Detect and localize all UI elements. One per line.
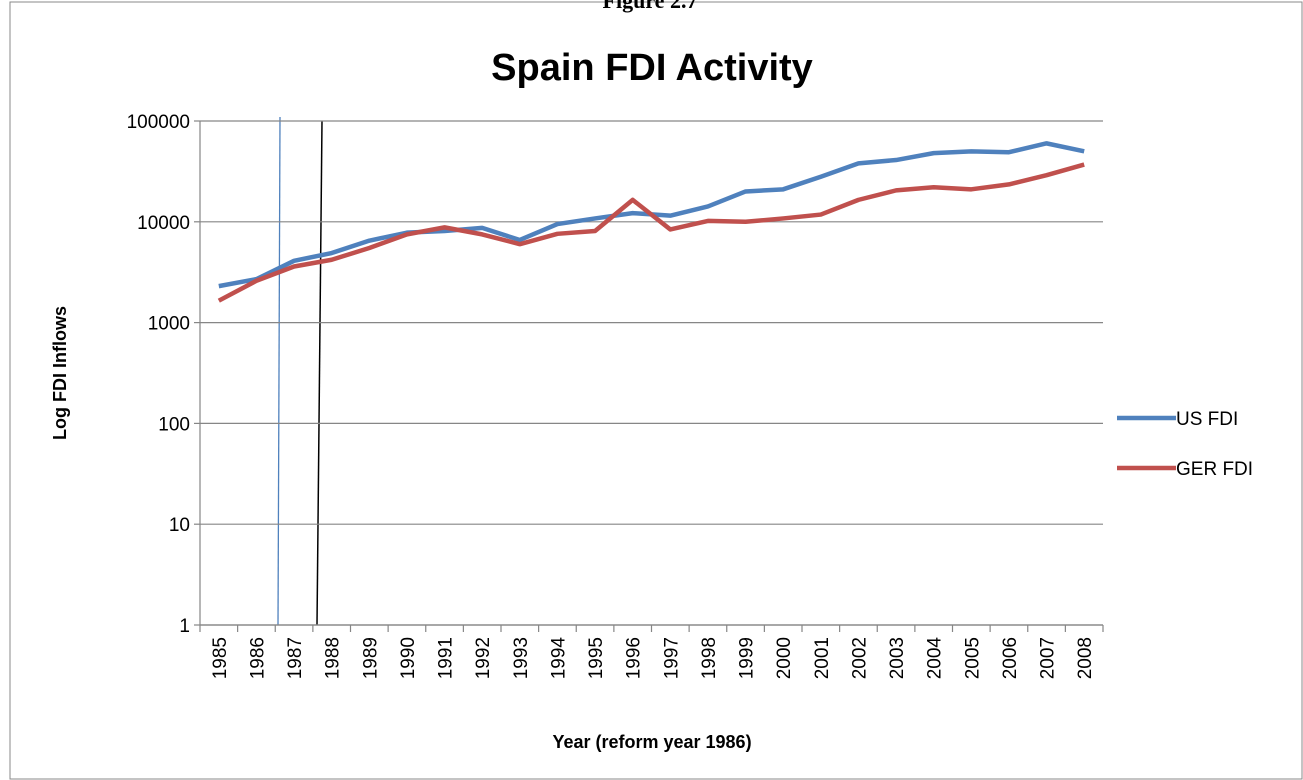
y-axis-label: Log FDI Inflows — [50, 306, 70, 440]
x-tick-label: 2005 — [962, 637, 983, 679]
x-tick-label: 1996 — [624, 637, 645, 679]
x-tick-label: 1997 — [661, 637, 682, 679]
legend-label: GER FDI — [1176, 459, 1253, 480]
chart-title: Spain FDI Activity — [491, 47, 813, 89]
x-tick-label: 1994 — [548, 637, 569, 680]
x-tick-label: 1993 — [511, 637, 532, 679]
x-tick-label: 1991 — [436, 637, 457, 679]
legend-label: US FDI — [1176, 409, 1238, 430]
x-tick-label: 1998 — [699, 637, 720, 679]
reform-marker — [316, 120, 323, 626]
line-series — [217, 162, 1085, 303]
x-tick-label: 2007 — [1038, 637, 1059, 679]
y-tick-label: 10000 — [137, 213, 190, 234]
y-tick-label: 1000 — [148, 314, 190, 335]
x-tick-label: 2003 — [887, 637, 908, 679]
y-tick-label: 10 — [169, 515, 190, 536]
x-tick-label: 1985 — [210, 637, 231, 679]
x-tick-label: 1992 — [473, 637, 494, 679]
y-tick-label: 100000 — [127, 112, 190, 133]
x-tick-label: 2006 — [1000, 637, 1021, 679]
chart-border — [9, 1, 1303, 780]
x-tick-label: 2001 — [812, 637, 833, 679]
x-tick-label: 2000 — [774, 637, 795, 679]
x-tick-label: 1987 — [285, 637, 306, 679]
y-tick-label: 100 — [158, 414, 190, 435]
figure-caption: Figure 2.7 — [603, 0, 698, 13]
x-tick-label: 1988 — [323, 637, 344, 679]
x-tick-label: 1995 — [586, 637, 607, 679]
x-tick-label: 1999 — [737, 637, 758, 679]
x-tick-label: 2008 — [1075, 637, 1096, 679]
y-tick-label: 1 — [179, 616, 190, 637]
reform-marker — [277, 116, 281, 626]
x-tick-label: 2004 — [925, 637, 946, 680]
x-tick-label: 1986 — [247, 637, 268, 679]
x-tick-label: 2002 — [849, 637, 870, 679]
x-tick-label: 1990 — [398, 637, 419, 679]
x-axis-label: Year (reform year 1986) — [552, 732, 751, 752]
x-tick-label: 1989 — [360, 637, 381, 679]
